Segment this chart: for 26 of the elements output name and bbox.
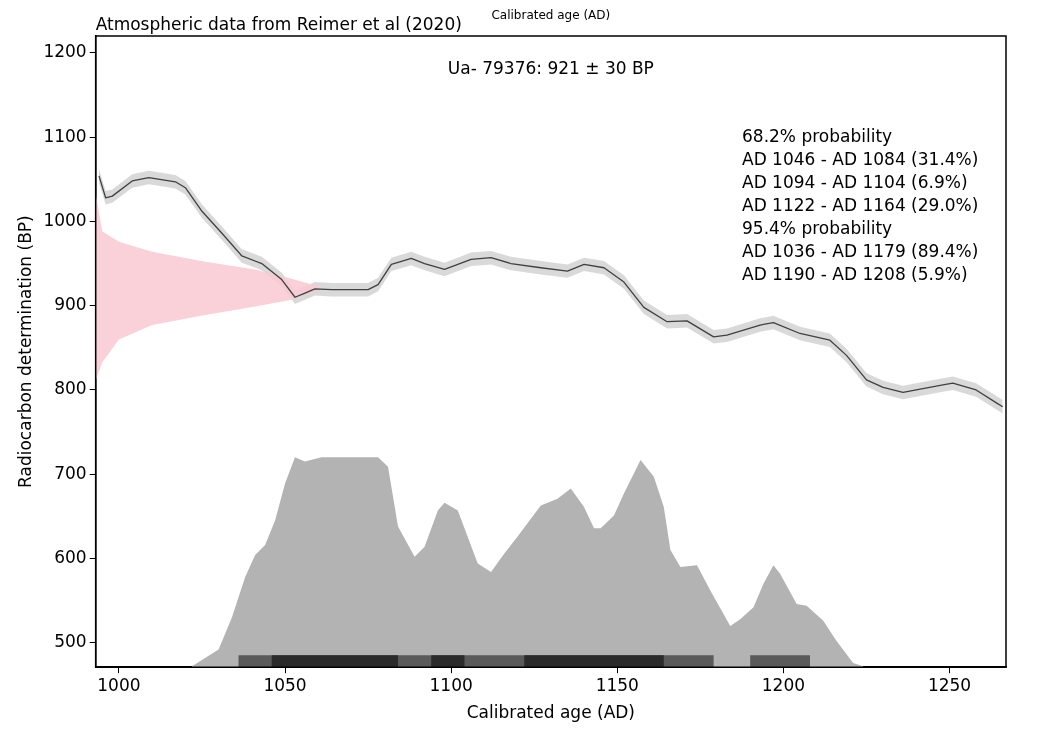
annotation: 95.4% probability bbox=[742, 218, 893, 238]
x-tick-label: 1250 bbox=[927, 674, 972, 695]
y-tick-label: 800 bbox=[54, 378, 87, 399]
x-tick-label: 1100 bbox=[429, 674, 473, 695]
annotation: AD 1036 - AD 1179 (89.4%) bbox=[742, 241, 979, 261]
x-axis-title: Calibrated age (AD) bbox=[466, 702, 635, 723]
x-tick-label: 1050 bbox=[263, 674, 307, 695]
text: Calibrated age (AD) bbox=[491, 8, 611, 22]
y-tick-label: 900 bbox=[54, 294, 87, 315]
x-tick-label: 1200 bbox=[761, 674, 806, 695]
y-tick-label: 1200 bbox=[43, 41, 87, 62]
y-tick-label: 700 bbox=[54, 462, 87, 483]
y-tick-label: 500 bbox=[54, 631, 87, 652]
annotation: AD 1094 - AD 1104 (6.9%) bbox=[742, 172, 968, 192]
annotation: Ua- 79376: 921 ± 30 BP bbox=[447, 58, 654, 78]
y-axis-title: Radiocarbon determination (BP) bbox=[14, 215, 35, 488]
y-tick-label: 600 bbox=[54, 546, 87, 567]
annotation: AD 1190 - AD 1208 (5.9%) bbox=[742, 264, 968, 284]
y-tick-label: 1000 bbox=[43, 209, 87, 230]
annotation: 68.2% probability bbox=[742, 126, 893, 146]
annotation: AD 1046 - AD 1084 (31.4%) bbox=[742, 149, 979, 169]
annotation: AD 1122 - AD 1164 (29.0%) bbox=[742, 195, 979, 215]
x-tick-label: 1150 bbox=[595, 674, 639, 695]
y-tick-label: 1100 bbox=[43, 125, 87, 146]
chart-title: Atmospheric data from Reimer et al (2020) bbox=[95, 14, 462, 34]
x-tick-label: 1000 bbox=[97, 674, 141, 695]
